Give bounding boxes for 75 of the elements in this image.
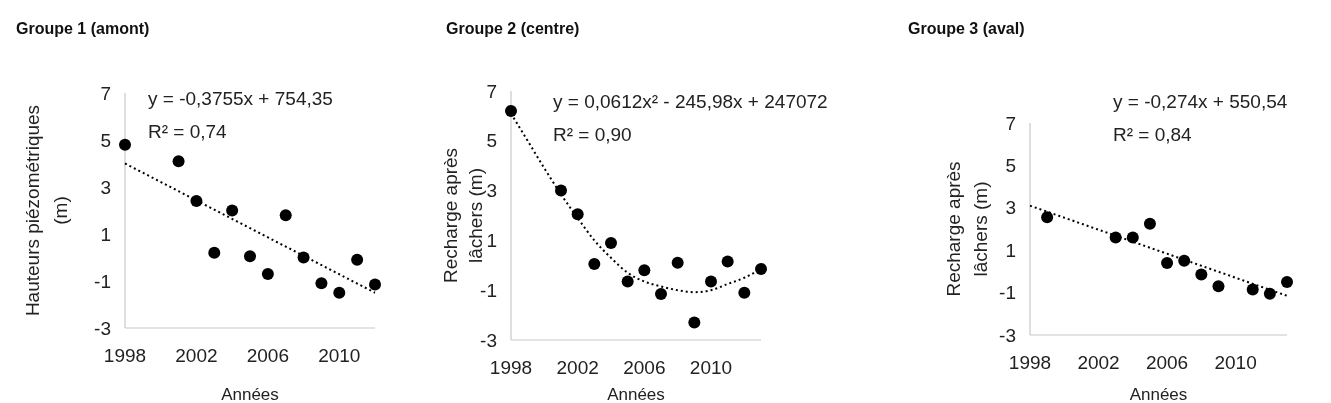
chart-title: Groupe 1 (amont): [16, 20, 150, 37]
point: [351, 253, 364, 266]
y-tick-label: 3: [100, 176, 111, 198]
y-tick-label: 1: [100, 223, 111, 245]
y-tick-label: -3: [94, 317, 111, 339]
y-tick-label: 5: [100, 129, 111, 151]
y-tick-label: 7: [486, 80, 497, 102]
point: [1246, 283, 1259, 296]
point: [705, 275, 717, 288]
y-tick-label: -3: [999, 324, 1016, 346]
annotation: y = 0,0612x² - 245,98x + 247072: [553, 91, 828, 112]
point: [655, 287, 667, 300]
y-tick-label: 7: [100, 82, 111, 104]
point: [226, 204, 239, 217]
point: [638, 264, 651, 277]
y-tick-label: 5: [486, 130, 497, 152]
point: [1161, 256, 1174, 269]
x-tick-label: 2002: [175, 345, 218, 366]
point: [755, 263, 767, 276]
x-tick-label: 1998: [103, 345, 147, 366]
point: [621, 275, 634, 288]
y-tick-label: 7: [1005, 112, 1016, 134]
point: [671, 256, 684, 269]
point: [1041, 211, 1054, 224]
x-tick-label: 2010: [689, 357, 733, 378]
point: [172, 155, 185, 168]
chart-title: Groupe 2 (centre): [446, 20, 580, 37]
y-axis-title: Recharge après lâchers (m): [942, 161, 991, 297]
y-tick-label: -1: [94, 270, 111, 292]
point: [261, 267, 274, 280]
point: [119, 138, 131, 151]
point: [505, 104, 517, 117]
x-tick-label: 2002: [556, 357, 599, 378]
x-tick-label: 2010: [1214, 352, 1257, 373]
point: [588, 258, 601, 271]
point: [244, 250, 256, 263]
x-axis-title: Années: [221, 385, 279, 403]
point: [208, 246, 221, 259]
x-tick-label: 2006: [623, 357, 666, 378]
text: y = -0,274x + 550,54: [1113, 91, 1288, 112]
annotation: R² = 0,74: [148, 121, 228, 142]
y-tick-label: -3: [480, 329, 497, 351]
x-tick-label: 1998: [489, 357, 533, 378]
y-tick-label: 5: [1005, 155, 1016, 177]
point: [315, 277, 328, 290]
point: [1195, 268, 1208, 281]
y-axis-title: Hauteurs piézométriques (m): [21, 104, 71, 317]
chart-title: Groupe 3 (aval): [908, 20, 1025, 37]
y-tick-label: 1: [1005, 239, 1016, 261]
point: [1178, 254, 1191, 267]
point: [738, 286, 751, 299]
point: [279, 209, 292, 222]
y-tick-label: 1: [486, 230, 497, 252]
x-tick-label: 2002: [1077, 352, 1120, 373]
point: [605, 236, 617, 249]
y-tick-label: 3: [1005, 197, 1016, 219]
point: [1143, 217, 1156, 230]
annotation: R² = 0,90: [553, 124, 632, 145]
x-tick-label: 1998: [1008, 352, 1052, 373]
point: [571, 208, 584, 221]
point: [333, 286, 346, 299]
point: [688, 316, 701, 329]
x-tick-label: 2010: [318, 345, 361, 366]
y-tick-label: -1: [999, 282, 1016, 304]
point: [1281, 276, 1293, 288]
annotation: R² = 0,84: [1113, 124, 1193, 145]
y-tick-label: 3: [486, 180, 497, 202]
point: [721, 255, 734, 268]
x-tick-label: 2006: [1145, 352, 1189, 373]
x-axis-title: Années: [607, 385, 665, 403]
x-axis-title: Années: [1129, 385, 1188, 403]
point: [1212, 280, 1225, 293]
point: [369, 278, 381, 291]
annotation: y = -0,3755x + 754,35: [148, 88, 333, 109]
x-tick-label: 2006: [246, 345, 289, 366]
